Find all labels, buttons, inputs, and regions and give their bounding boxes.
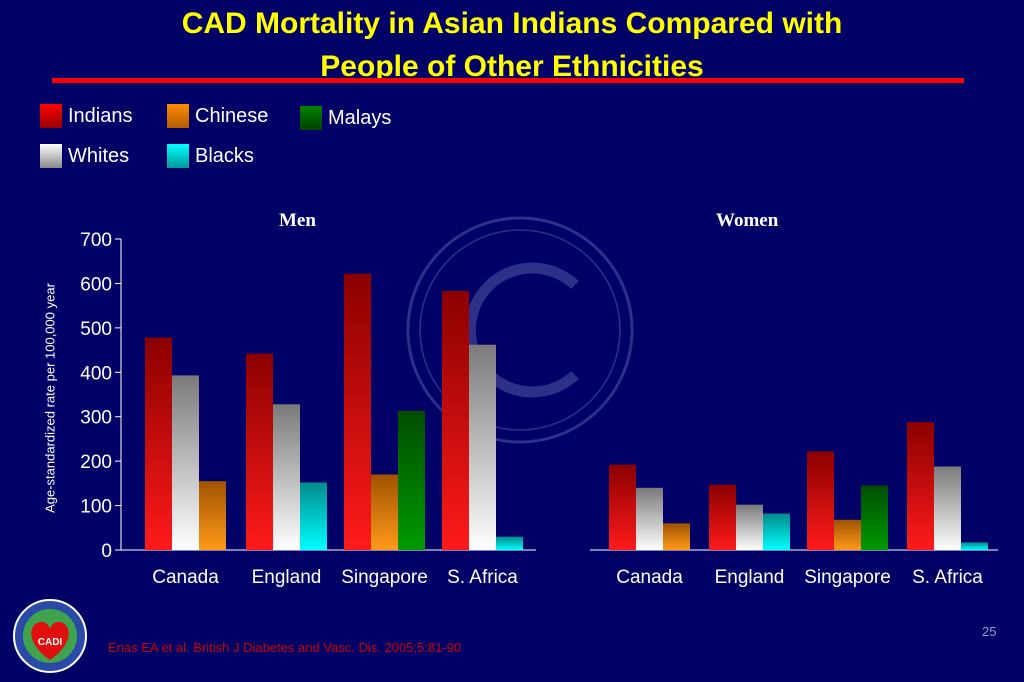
y-tick-label: 600 xyxy=(80,274,112,295)
bar-men-canada-indians xyxy=(145,337,172,550)
copyright-watermark xyxy=(406,216,634,444)
legend-item-chinese: Chinese xyxy=(167,104,268,128)
y-tick-label: 400 xyxy=(80,363,112,384)
bar-women-singapore-chinese xyxy=(834,519,861,550)
legend-swatch-malays xyxy=(300,106,322,130)
bar-men-s-africa-whites xyxy=(469,344,496,550)
slide-title: CAD Mortality in Asian Indians Compared … xyxy=(0,2,1024,88)
bar-women-canada-whites xyxy=(636,487,663,550)
x-tick-label-men-england: England xyxy=(252,567,322,588)
legend-swatch-blacks xyxy=(167,144,189,168)
bar-women-england-blacks xyxy=(763,513,790,550)
x-tick-label-women-singapore: Singapore xyxy=(804,567,891,588)
bar-men-s-africa-indians xyxy=(442,290,469,550)
bar-women-england-whites xyxy=(736,504,763,550)
bar-women-singapore-indians xyxy=(807,451,834,550)
x-tick-label-women-s-africa: S. Africa xyxy=(912,567,983,588)
bar-women-canada-indians xyxy=(609,464,636,550)
bar-women-singapore-malays xyxy=(861,485,888,550)
x-tick-label-women-canada: Canada xyxy=(616,567,683,588)
title-underline xyxy=(52,78,964,83)
title-line-1: CAD Mortality in Asian Indians Compared … xyxy=(181,7,843,40)
bar-women-s-africa-indians xyxy=(907,422,934,550)
title-line-2: People of Other Ethnicities xyxy=(320,50,704,83)
bar-men-england-indians xyxy=(246,353,273,550)
legend-label-blacks: Blacks xyxy=(195,144,254,167)
bar-men-singapore-chinese xyxy=(371,474,398,550)
legend-item-blacks: Blacks xyxy=(167,144,254,168)
legend-swatch-chinese xyxy=(167,104,189,128)
y-tick-label: 500 xyxy=(80,319,112,340)
legend-item-indians: Indians xyxy=(40,104,133,128)
citation: Enas EA et al. British J Diabetes and Va… xyxy=(108,640,462,655)
y-tick-label: 200 xyxy=(80,452,112,473)
y-tick-label: 700 xyxy=(80,230,112,251)
legend-item-whites: Whites xyxy=(40,144,129,168)
bar-men-s-africa-blacks xyxy=(496,536,523,550)
panel-title-men: Men xyxy=(279,210,316,231)
legend-swatch-indians xyxy=(40,104,62,128)
bar-men-england-whites xyxy=(273,404,300,550)
bar-women-s-africa-whites xyxy=(934,466,961,550)
x-tick-label-men-canada: Canada xyxy=(152,567,219,588)
panel-title-women: Women xyxy=(716,210,779,231)
legend-swatch-whites xyxy=(40,144,62,168)
bar-men-canada-chinese xyxy=(199,481,226,550)
x-tick-label-women-england: England xyxy=(715,567,785,588)
legend-label-chinese: Chinese xyxy=(195,104,269,127)
page-number: 25 xyxy=(982,624,997,639)
logo-text: CADI xyxy=(38,637,63,648)
bar-women-england-indians xyxy=(709,484,736,550)
legend-label-whites: Whites xyxy=(68,144,130,167)
bar-men-england-blacks xyxy=(300,482,327,550)
x-tick-label-men-s-africa: S. Africa xyxy=(447,567,518,588)
legend-item-malays: Malays xyxy=(300,106,391,130)
y-tick-label: 300 xyxy=(80,408,112,429)
bar-men-canada-whites xyxy=(172,375,199,550)
legend-label-indians: Indians xyxy=(68,104,133,127)
y-tick-label: 0 xyxy=(101,541,112,562)
bar-men-singapore-malays xyxy=(398,410,425,550)
x-tick-label-men-singapore: Singapore xyxy=(341,567,428,588)
y-tick-label: 100 xyxy=(80,497,112,518)
cadi-foundation-logo: CADI xyxy=(13,599,87,673)
bar-men-singapore-indians xyxy=(344,273,371,550)
bar-women-s-africa-blacks xyxy=(961,542,988,550)
legend-label-malays: Malays xyxy=(328,106,392,129)
bar-women-canada-chinese xyxy=(663,523,690,550)
